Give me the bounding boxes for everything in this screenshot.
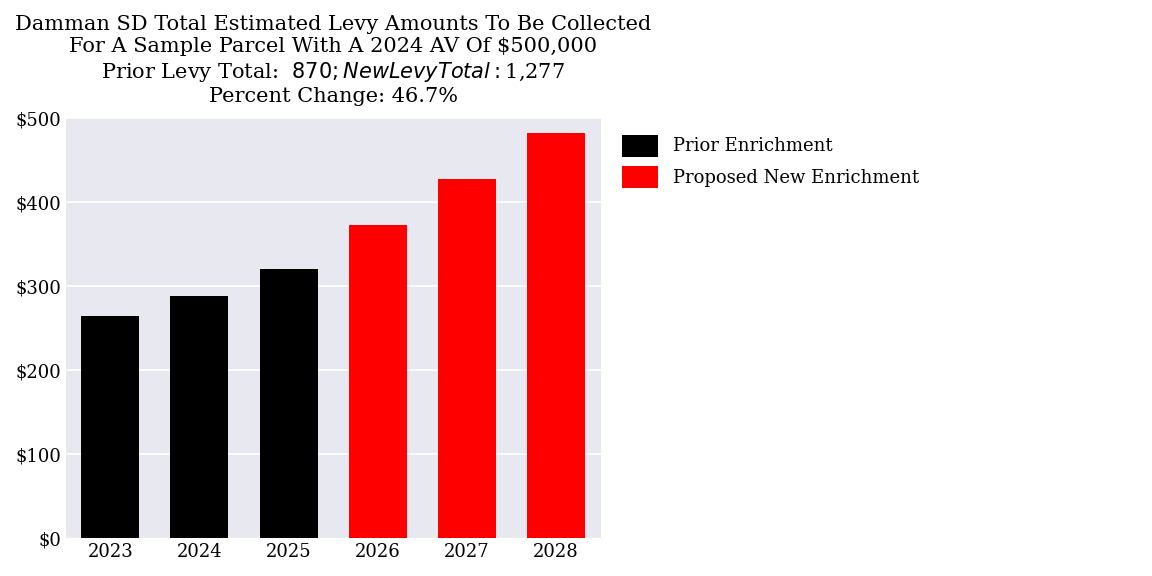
Bar <box>82 316 139 538</box>
Bar <box>259 270 318 538</box>
Bar <box>526 134 585 538</box>
Title: Damman SD Total Estimated Levy Amounts To Be Collected
For A Sample Parcel With : Damman SD Total Estimated Levy Amounts T… <box>15 15 651 105</box>
Bar <box>349 225 407 538</box>
Bar <box>438 179 495 538</box>
Legend: Prior Enrichment, Proposed New Enrichment: Prior Enrichment, Proposed New Enrichmen… <box>615 127 926 195</box>
Bar <box>170 296 228 538</box>
